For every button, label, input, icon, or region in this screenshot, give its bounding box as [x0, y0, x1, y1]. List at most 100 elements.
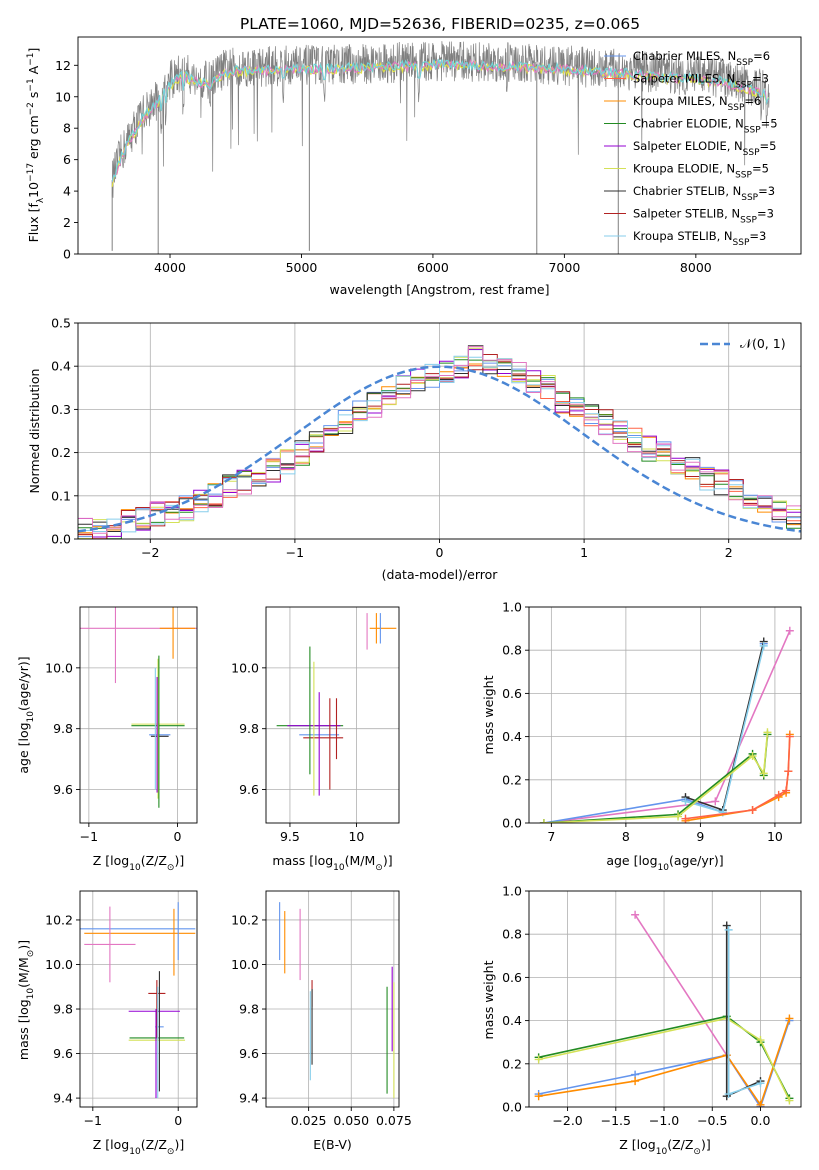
y-tick-label: 0.4	[51, 359, 71, 374]
plot-area	[529, 607, 801, 823]
axes-frame: −1 0 9.6 9.8 10.0	[45, 606, 198, 844]
weight-marker	[785, 1014, 794, 1023]
x-tick-label: 10	[767, 829, 783, 844]
label-part: SSP	[743, 148, 760, 158]
y-tick-label: 9.6	[53, 1046, 73, 1061]
x-axis-label: Z [log10(Z/Z⊙)]	[93, 1137, 184, 1157]
y-tick-label: 10.0	[231, 957, 259, 972]
label-part: SSP	[744, 126, 761, 136]
x-tick-label: −1.0	[649, 1113, 679, 1128]
weight-marker	[748, 806, 757, 815]
y-tick-label: 0.5	[51, 316, 71, 331]
label-part: (M/M	[345, 853, 376, 868]
label-part: SSP	[733, 238, 750, 248]
label-part: SSP	[740, 216, 757, 226]
x-tick-label: 8	[622, 829, 630, 844]
x-tick-label: 0	[436, 545, 444, 560]
y-tick-label: 0.6	[502, 686, 522, 701]
y-tick-label: 9.4	[239, 1091, 259, 1106]
weight-line	[538, 1017, 791, 1101]
plot-content	[80, 902, 196, 1099]
x-tick-label: 4000	[154, 260, 186, 275]
y-tick-label: 1.0	[502, 600, 522, 615]
legend-label: Salpeter STELIB, NSSP=3	[633, 207, 774, 226]
label-part: 10	[26, 711, 36, 723]
label-part: =6	[753, 49, 770, 63]
plot-area	[80, 607, 197, 823]
y-tick-label: 0	[63, 247, 71, 262]
x-tick-label: 1	[580, 545, 588, 560]
panel-weight_vs_Z: −2.0 −1.5 −1.0 −0.5 0.0 0.0 0.2 0.4 0.6 0.8 1.0 Z […	[481, 884, 802, 1157]
panel-mass_vs_ebv: 0.025 0.050 0.075 9.4 9.6 9.8 10.0 10.2 E(B-V)	[231, 890, 412, 1152]
y-tick-label: 10.0	[45, 660, 73, 675]
label-part: 10	[26, 988, 36, 1000]
x-tick-label: −0.5	[697, 1113, 727, 1128]
label-part: ⊙	[693, 1147, 701, 1157]
y-axis-label: mass weight	[481, 960, 496, 1039]
y-tick-label: 9.6	[239, 782, 259, 797]
label-part: erg cm	[26, 115, 41, 163]
label-part: Z [log	[93, 853, 129, 868]
weight-marker	[711, 797, 720, 806]
x-tick-label: −1	[80, 829, 98, 844]
y-axis-label: mass [log10(M/M⊙)]	[16, 940, 36, 1060]
axes-frame: 9.5 10 9.6 9.8 10.0	[231, 606, 400, 844]
label-part: age [log	[16, 722, 31, 773]
x-axis-label: mass [log10(M/M⊙)]	[272, 853, 392, 873]
legend-label: Chabrier STELIB, NSSP=3	[633, 184, 775, 203]
label-part: λ	[36, 197, 46, 203]
y-tick-label: 9.6	[239, 1046, 259, 1061]
y-tick-label: 0.0	[502, 816, 522, 831]
legend-label: Salpeter MILES, NSSP=3	[633, 72, 769, 91]
axes-border	[528, 606, 802, 824]
label-part: wavelength [Angstrom, rest frame]	[329, 282, 549, 297]
label-part: SSP	[741, 193, 758, 203]
y-tick-label: 0.0	[51, 532, 71, 547]
x-tick-label: 7	[547, 829, 555, 844]
y-axis-label: Normed distribution	[27, 369, 42, 494]
label-part: =3	[757, 207, 774, 221]
weight-marker	[631, 910, 640, 919]
label-part: Kroupa STELIB, N	[633, 229, 733, 243]
label-part: )]	[383, 853, 393, 868]
weight-marker	[534, 1055, 543, 1064]
y-axis-label: mass weight	[481, 675, 496, 754]
weight-marker	[785, 1096, 794, 1105]
label-part: ⊙	[167, 863, 175, 873]
label-part: Salpeter MILES, N	[633, 72, 735, 86]
y-tick-label: 9.4	[53, 1091, 73, 1106]
label-part: =5	[752, 162, 769, 176]
label-part: SSP	[735, 171, 752, 181]
x-tick-label: −2.0	[552, 1113, 582, 1128]
weight-marker	[785, 732, 794, 741]
plot-area	[80, 891, 197, 1107]
y-tick-label: 9.6	[53, 782, 73, 797]
y-tick-label: 10.2	[231, 912, 259, 927]
label-part: mass [log	[16, 999, 31, 1060]
label-part: Z [log	[619, 1137, 655, 1152]
axes-frame: 4000 5000 6000 7000 8000 0 2 4 6 8 10 12	[55, 36, 802, 275]
label-part: ⊙	[167, 1147, 175, 1157]
plot-content	[539, 626, 794, 823]
label-part: −17	[26, 163, 36, 182]
y-tick-label: 0.3	[51, 402, 71, 417]
x-tick-label: −1	[84, 1113, 102, 1128]
x-axis-label: E(B-V)	[313, 1137, 352, 1152]
x-tick-label: 0.0	[751, 1113, 771, 1128]
weight-marker	[759, 641, 768, 650]
legend-label: Chabrier MILES, NSSP=6	[633, 49, 770, 68]
weight-marker	[785, 626, 794, 635]
panel-age_vs_Z: −1 09.69.810.0Z [log10(Z/Z⊙)]age [log10(a…	[16, 606, 198, 873]
label-part: Kroupa ELODIE, N	[633, 162, 735, 176]
label-part: Chabrier STELIB, N	[633, 184, 741, 198]
x-tick-label: 0.025	[291, 1113, 327, 1128]
y-tick-label: 10.0	[45, 957, 73, 972]
y-tick-label: 9.8	[239, 721, 259, 736]
label-part: Flux [f	[26, 203, 41, 243]
weight-marker	[756, 1036, 765, 1045]
label-part: SSP	[735, 81, 752, 91]
weight-marker	[722, 921, 731, 930]
y-tick-label: 4	[63, 184, 71, 199]
label-part: (age/yr)]	[16, 656, 31, 711]
